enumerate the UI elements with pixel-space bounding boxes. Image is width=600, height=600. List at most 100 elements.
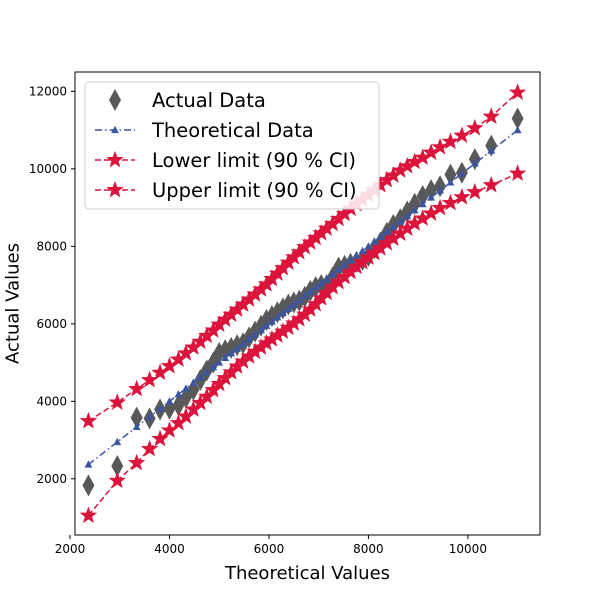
upper-limit-90-ci-point [482,107,500,124]
upper-limit-90-ci-point [508,83,527,100]
theoretical-data-point [470,159,479,167]
theoretical-data-point [418,199,427,208]
lower-limit-90-ci-point [127,453,146,471]
actual-data-point [468,148,481,171]
theoretical-data-point [340,260,349,269]
actual-data-point [111,455,124,478]
legend-entry-upper-limit-90-ci: Upper limit (90 % CI) [95,179,357,202]
lower-limit-90-ci-point [482,175,500,193]
theoretical-data-point [182,384,190,392]
legend-label: Upper limit (90 % CI) [152,179,357,202]
plot-area [79,83,527,524]
theoretical-data-point [262,321,271,329]
y-tick-label: 12000 [29,85,67,99]
theoretical-data-point [427,193,435,201]
y-tick-label: 10000 [29,162,67,176]
theoretical-data-point [221,353,230,362]
theoretical-data-point [215,358,224,366]
lower-limit-90-ci-point [79,506,98,524]
lower-limit-90-ci-point [453,187,471,205]
theoretical-data-point [245,335,253,343]
lower-limit-90-ci-point [431,198,449,216]
theoretical-data-point [306,287,315,295]
actual-data-point [82,474,95,497]
upper-limit-90-ci-point [127,379,146,397]
theoretical-data-point [209,363,218,371]
theoretical-data-point [322,274,331,282]
theoretical-data-point [289,300,298,308]
lower-limit-90-ci-point [466,182,484,200]
legend-label: Actual Data [152,89,266,112]
lower-limit-90-ci-point [441,193,460,211]
theoretical-data-point [165,397,174,405]
series-lower-limit-90-ci [79,164,527,524]
theoretical-data-point [251,330,259,338]
y-tick-label: 6000 [36,317,67,331]
theoretical-data-point [376,232,385,241]
x-tick-label: 2000 [55,542,86,556]
upper-limit-90-ci-point [79,411,98,429]
legend: Actual Data Theoretical Data Lower limit (… [84,81,380,210]
theoretical-data-point [311,283,320,291]
theoretical-data-point [389,222,398,231]
upper-limit-90-ci-point [140,370,159,388]
theoretical-data-point [403,211,412,220]
theoretical-data-point [257,325,265,334]
legend-label: Lower limit (90 % CI) [152,149,356,172]
theoretical-data-point [513,125,522,134]
theoretical-data-point [436,186,444,194]
theoretical-data-point [458,169,466,177]
theoretical-data-point [156,404,164,412]
legend-entry-actual-data: Actual Data [109,89,266,112]
theoretical-data-point [268,317,276,325]
theoretical-data-point [202,368,211,376]
legend-entry-lower-limit-90-ci: Lower limit (90 % CI) [95,149,356,172]
upper-limit-90-ci-point [453,126,471,143]
theoretical-data-point [145,412,154,420]
series-upper-limit-90-ci [79,83,527,429]
legend-marker [109,89,121,111]
theoretical-data-point [189,378,198,386]
theoretical-data-point [273,313,282,321]
theoretical-data-point [113,437,122,446]
theoretical-data-point [382,227,391,236]
x-tick-label: 6000 [254,542,285,556]
legend-label: Theoretical Data [151,119,314,142]
theoretical-data-point [396,217,405,225]
theoretical-data-point [358,246,367,255]
theoretical-data-point [227,349,236,357]
theoretical-data-point [364,242,373,250]
series-actual-data [82,107,524,497]
upper-limit-90-ci-point [108,393,126,410]
y-tick-label: 4000 [36,395,67,409]
theoretical-data-point [233,344,242,352]
theoretical-data-point [196,373,205,381]
legend-entry-theoretical-data: Theoretical Data [95,119,314,142]
axes-frame [74,71,541,536]
theoretical-data-point [346,256,355,264]
actual-data-point [511,107,524,130]
theoretical-data-point [278,308,287,317]
theoretical-data-point [352,251,361,259]
x-tick-label: 8000 [353,542,384,556]
x-tick-label: 4000 [154,542,185,556]
lower-limit-90-ci-point [108,471,126,489]
theoretical-data-point [284,304,293,312]
theoretical-data-point [132,422,141,431]
legend-box [84,81,380,210]
theoretical-data-point [328,270,337,278]
axis-ticks: 2000 4000 6000 8000 10000 2000 4000 6000 8000 100… [29,85,487,556]
actual-data-point [130,406,143,429]
lower-limit-90-ci-point [140,439,159,457]
theoretical-data-point [295,296,304,304]
legend-marker [111,125,119,134]
legend-marker [106,180,124,198]
y-tick-label: 8000 [36,240,67,254]
legend-marker [106,150,124,168]
theoretical-data-point [370,237,379,245]
theoretical-data-point [446,178,455,186]
theoretical-data-point [239,339,247,348]
x-tick-label: 10000 [449,542,487,556]
theoretical-data-point [487,146,496,154]
